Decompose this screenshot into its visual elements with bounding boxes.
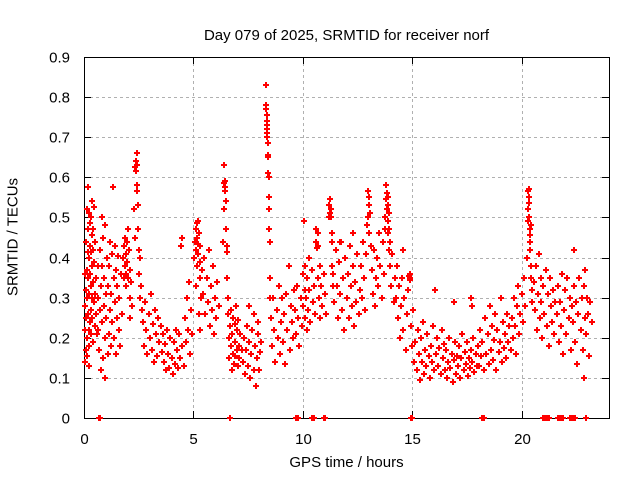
y-tick-label: 0.1: [49, 371, 70, 388]
plot-border: [84, 57, 610, 419]
x-tick-label: 10: [295, 431, 312, 448]
y-tick-label: 0.9: [49, 50, 70, 67]
chart-title: Day 079 of 2025, SRMTID for receiver nor…: [203, 27, 490, 44]
x-axis-label: GPS time / hours: [289, 454, 404, 471]
y-tick-label: 0.6: [49, 170, 70, 187]
tick-labels: 0 0.1 0.2 0.3 0.4 0.5 0.6 0.7 0.8 0.9 0 5 10 15 20: [49, 50, 531, 449]
y-tick-label: 0.3: [49, 291, 70, 308]
x-tick-label: 15: [404, 431, 421, 448]
y-tick-label: 0.7: [49, 130, 70, 147]
x-tick-label: 5: [189, 431, 197, 448]
y-tick-label: 0.5: [49, 210, 70, 227]
y-axis-label: SRMTID / TECUs: [4, 177, 22, 297]
scatter-points: [82, 82, 595, 421]
y-tick-label: 0: [62, 411, 70, 428]
y-tick-label: 0.8: [49, 90, 70, 107]
x-tick-label: 0: [80, 431, 88, 448]
y-tick-label: 0.2: [49, 331, 70, 348]
x-tick-label: 20: [514, 431, 531, 448]
grid-lines: [84, 57, 609, 418]
y-tick-label: 0.4: [49, 251, 70, 268]
